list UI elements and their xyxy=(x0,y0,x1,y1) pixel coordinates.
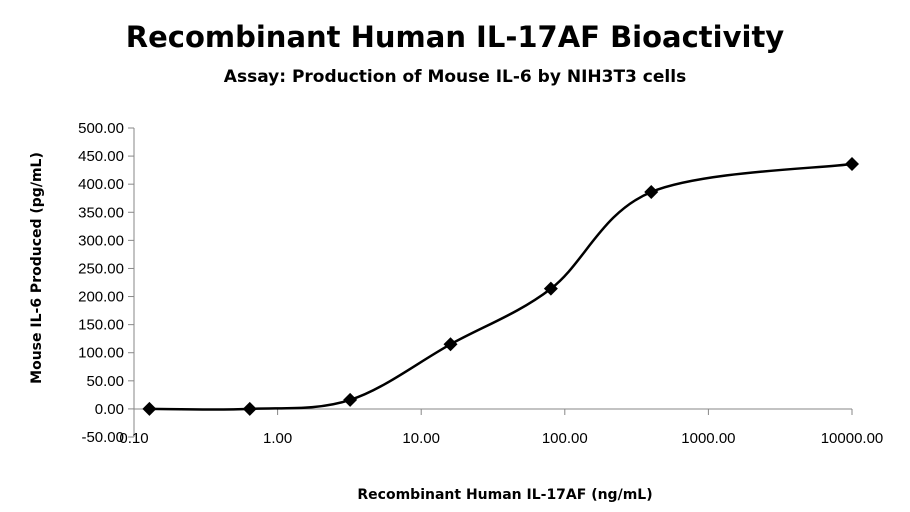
x-axis-title: Recombinant Human IL-17AF (ng/mL) xyxy=(357,487,652,503)
x-tick-label: 10.00 xyxy=(402,430,440,447)
y-axis-title: Mouse IL-6 Produced (pg/mL) xyxy=(29,152,45,384)
y-tick-label: 400.00 xyxy=(78,176,124,193)
y-axis: -50.00 0.00 50.00 100.00 150.00 200.00 250.00 3… xyxy=(78,120,135,446)
y-tick-label: 450.00 xyxy=(78,148,124,165)
x-tick-label: 10000.00 xyxy=(821,430,884,447)
x-axis: 0.10 1.00 10.00 100.00 1000.00 10000.00 xyxy=(119,408,884,447)
x-tick-label: 1000.00 xyxy=(681,430,735,447)
x-tick-label: 1.00 xyxy=(263,430,292,447)
y-tick-label: 150.00 xyxy=(78,317,124,334)
y-tick-label: 300.00 xyxy=(78,232,124,249)
x-tick-label: 100.00 xyxy=(542,430,588,447)
y-tick-label: -50.00 xyxy=(81,429,124,446)
data-point-marker xyxy=(443,337,458,352)
y-tick-label: 100.00 xyxy=(78,345,124,362)
series-layer xyxy=(142,156,859,416)
y-tick-label: 200.00 xyxy=(78,289,124,306)
y-tick-label: 350.00 xyxy=(78,204,124,221)
x-tick-label: 0.10 xyxy=(119,430,148,447)
y-tick-label: 250.00 xyxy=(78,260,124,277)
data-point-marker xyxy=(845,156,859,171)
data-point-marker xyxy=(644,185,659,200)
data-point-marker xyxy=(543,281,558,296)
y-tick-label: 0.00 xyxy=(95,401,124,418)
y-tick-label: 500.00 xyxy=(78,120,124,137)
chart-title: Recombinant Human IL-17AF Bioactivity xyxy=(125,20,785,54)
data-point-marker xyxy=(142,401,157,416)
series-line xyxy=(149,162,853,411)
data-point-marker xyxy=(343,392,358,407)
chart-subtitle: Assay: Production of Mouse IL-6 by NIH3T… xyxy=(223,67,687,87)
y-tick-label: 50.00 xyxy=(86,373,124,390)
data-point-marker xyxy=(242,401,257,416)
